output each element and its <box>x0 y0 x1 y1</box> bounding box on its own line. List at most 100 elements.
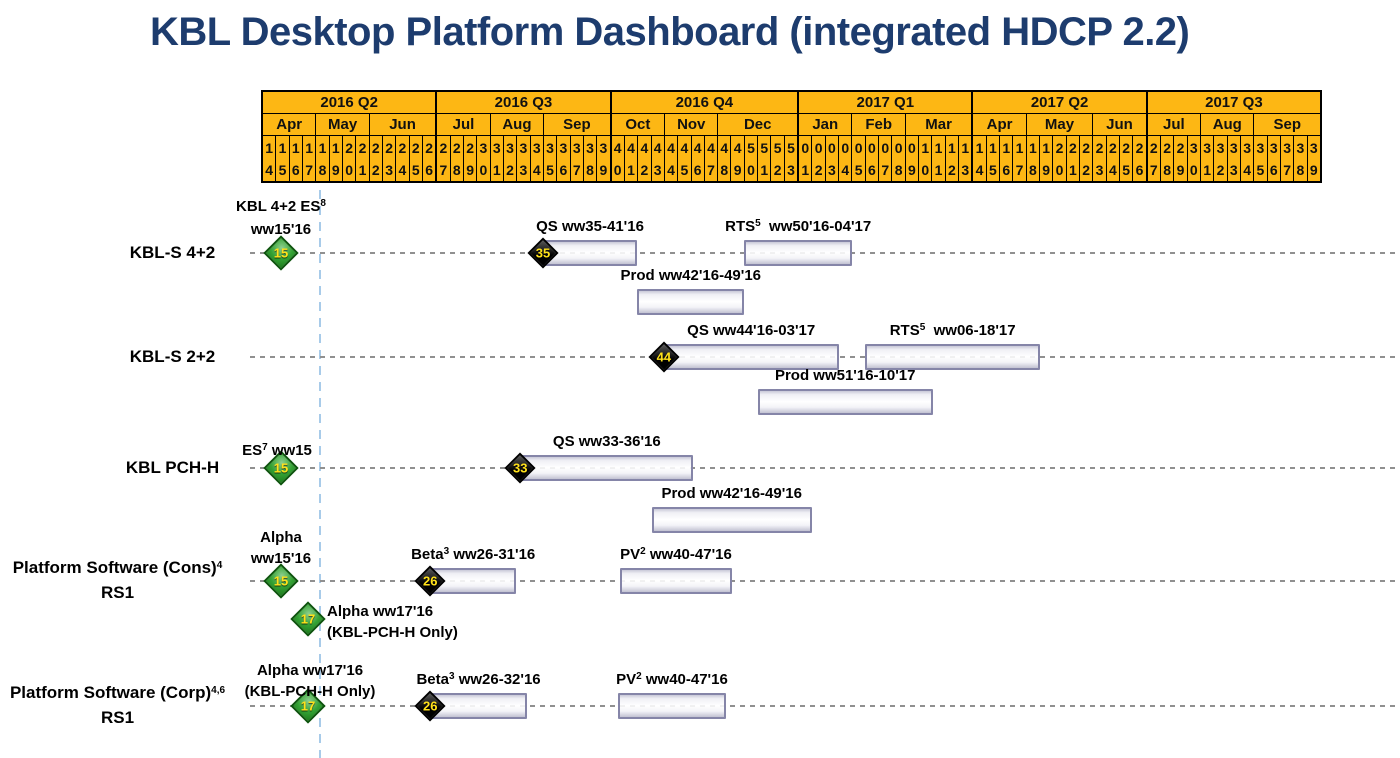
month-cell: Aug <box>1201 113 1255 135</box>
quarter-cell: 2017 Q3 <box>1205 93 1263 111</box>
month-cell: Dec <box>718 113 800 135</box>
month-cell: Jun <box>370 113 438 135</box>
bar-label: QS ww35-41'16 <box>536 218 644 235</box>
milestone-number: 26 <box>422 573 438 589</box>
milestone-number: 33 <box>512 460 528 476</box>
month-cell: May <box>316 113 370 135</box>
quarter-cell: 2017 Q1 <box>799 92 974 113</box>
month-cell: Sep <box>1273 115 1301 133</box>
milestone-number: 15 <box>273 245 289 261</box>
month-cell: Sep <box>544 113 612 135</box>
gantt-bar-pv <box>619 568 733 594</box>
quarter-cell: 2017 Q2 <box>973 92 1148 113</box>
month-cell: Jul <box>1148 113 1202 135</box>
row-label: Platform Software (Corp)4,6 RS1 <box>9 683 226 727</box>
quarters-row: 2016 Q2 2016 Q3 2016 Q4 2017 Q1 2017 Q2 2017 … <box>263 92 1320 114</box>
milestone-label: Alpha ww15'16 <box>250 529 312 567</box>
row-label: KBL-S 4+2 <box>129 243 216 262</box>
row-label: KBL-S 2+2 <box>129 347 216 366</box>
month-cell: Jun <box>1093 113 1148 135</box>
bar-label: PV2 ww40-47'16 <box>620 546 732 563</box>
month-cell: Apr <box>973 113 1027 135</box>
today-line <box>319 190 321 758</box>
page-title: KBL Desktop Platform Dashboard (integrat… <box>150 10 1190 54</box>
gantt-bar-prod <box>637 289 745 315</box>
milestone-label: KBL 4+2 ES8 ww15'16 <box>236 198 326 238</box>
milestone-number: 26 <box>422 698 438 714</box>
month-cell: Feb <box>852 113 906 135</box>
month-cell: Oct <box>612 113 666 135</box>
milestone-label: Alpha ww17'16 (KBL-PCH-H Only) <box>244 662 376 700</box>
row-guideline <box>250 705 1397 707</box>
row-label: Platform Software (Cons)4 RS1 <box>12 558 223 602</box>
bar-label: Prod ww42'16-49'16 <box>620 267 762 284</box>
gantt-bar-beta <box>430 693 527 719</box>
month-cell: Mar <box>906 113 974 135</box>
gantt-bar-prod <box>651 507 812 533</box>
milestone-number: 15 <box>273 460 289 476</box>
milestone-number: 44 <box>656 349 672 365</box>
row-guideline <box>250 467 1397 469</box>
bar-label: Beta3 ww26-31'16 <box>411 546 536 563</box>
quarter-cell: 2016 Q3 <box>437 92 612 113</box>
bar-label: Prod ww51'16-10'17 <box>774 367 916 384</box>
bar-label: Beta3 ww26-32'16 <box>416 671 541 688</box>
gantt-bar-prod <box>757 389 933 415</box>
milestone-number: 35 <box>535 245 551 261</box>
quarter-cell: 2016 Q4 <box>612 92 800 113</box>
bar-label: Prod ww42'16-49'16 <box>661 485 802 502</box>
bar-label: RTS5 ww50'16-04'17 <box>725 218 872 235</box>
row-guideline <box>250 580 1397 582</box>
gantt-bar-pv <box>618 693 726 719</box>
